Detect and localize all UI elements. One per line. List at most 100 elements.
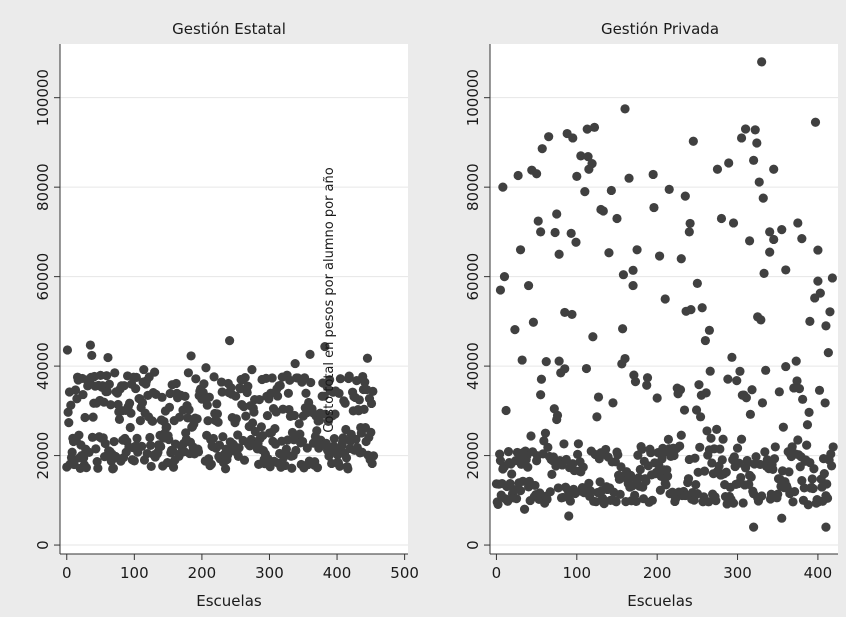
scatter-point [247,418,258,428]
scatter-point [526,431,536,441]
scatter-point [611,497,621,507]
scatter-point [67,447,77,457]
scatter-point [543,442,553,452]
scatter-point [788,497,798,507]
scatter-point [131,383,141,394]
scatter-point [503,446,514,457]
panel-2-points [491,57,838,532]
scatter-point [171,378,181,389]
scatter-point [545,487,555,497]
scatter-point [87,350,97,361]
scatter-point [306,377,316,388]
scatter-point [581,363,592,374]
scatter-point [119,381,129,391]
scatter-point [642,380,652,390]
scatter-point [515,486,526,496]
scatter-point [778,422,788,432]
scatter-point [578,462,588,472]
scatter-point [793,218,803,228]
scatter-point [91,444,101,454]
scatter-point [544,132,554,142]
scatter-point [289,410,300,421]
scatter-point [204,392,214,402]
scatter-point [212,409,223,419]
scatter-point [735,366,745,376]
scatter-point [759,268,769,278]
scatter-point [784,467,794,477]
scatter-point [749,155,759,165]
scatter-point [805,316,815,326]
scatter-point [826,461,837,471]
scatter-point [202,400,212,410]
panel-2-title-strip [428,14,840,42]
y-tick-label: 60000 [34,253,52,301]
scatter-point [769,164,779,174]
scatter-point [552,209,562,219]
x-tick-label: 200 [643,564,672,582]
scatter-point [628,265,638,275]
scatter-point [175,412,185,422]
scatter-point [690,453,700,463]
scatter-point [164,434,174,445]
scatter-point [691,405,702,415]
scatter-point [566,228,576,239]
panel-2-title: Gestión Privada [601,20,719,38]
scatter-point [305,349,315,360]
scatter-point [573,449,583,459]
scatter-point [750,125,760,135]
scatter-point [781,265,791,275]
scatter-point [774,387,784,397]
scatter-point [572,171,582,181]
scatter-point [360,377,370,387]
scatter-point [584,478,594,488]
scatter-point [819,468,829,479]
scatter-point [749,522,759,532]
scatter-point [695,442,705,452]
scatter-point [239,455,250,465]
scatter-point [137,441,147,451]
scatter-point [183,368,193,378]
scatter-point [241,411,251,421]
scatter-point [553,483,563,493]
scatter-point [291,445,301,456]
scatter-point [547,469,557,480]
scatter-point [745,409,755,419]
scatter-point [760,447,770,457]
scatter-point [523,462,533,472]
scatter-point [92,456,102,467]
scatter-point [757,57,767,67]
scatter-point [351,434,361,444]
scatter-point [580,187,590,197]
scatter-point [222,450,233,460]
scatter-point [319,391,329,401]
y-tick-label: 100000 [34,69,52,126]
scatter-point [139,364,149,375]
panel-2-ticks: 0 20000 40000 60000 80000 100000 0 100 200 300 400 [464,44,838,582]
scatter-point [573,439,584,449]
scatter-point [199,379,209,389]
scatter-point [601,444,611,455]
scatter-point [249,407,259,417]
scatter-point [564,511,574,521]
scatter-point [827,273,837,283]
scatter-point [125,422,135,433]
scatter-point [517,355,527,365]
panel-1-plot-area [60,44,408,554]
scatter-point [537,144,547,154]
scatter-point [732,375,742,386]
scatter-point [104,379,114,389]
scatter-point [284,404,294,415]
scatter-point [704,497,714,507]
scatter-point [542,494,552,504]
scatter-point [828,442,838,452]
scatter-point [809,464,819,474]
scatter-point [354,395,364,405]
scatter-point [820,398,830,408]
scatter-point [554,356,564,366]
scatter-point [63,407,73,417]
scatter-point [225,336,235,346]
scatter-point [84,447,94,458]
scatter-point [540,428,551,438]
panel-1-points [62,336,379,474]
